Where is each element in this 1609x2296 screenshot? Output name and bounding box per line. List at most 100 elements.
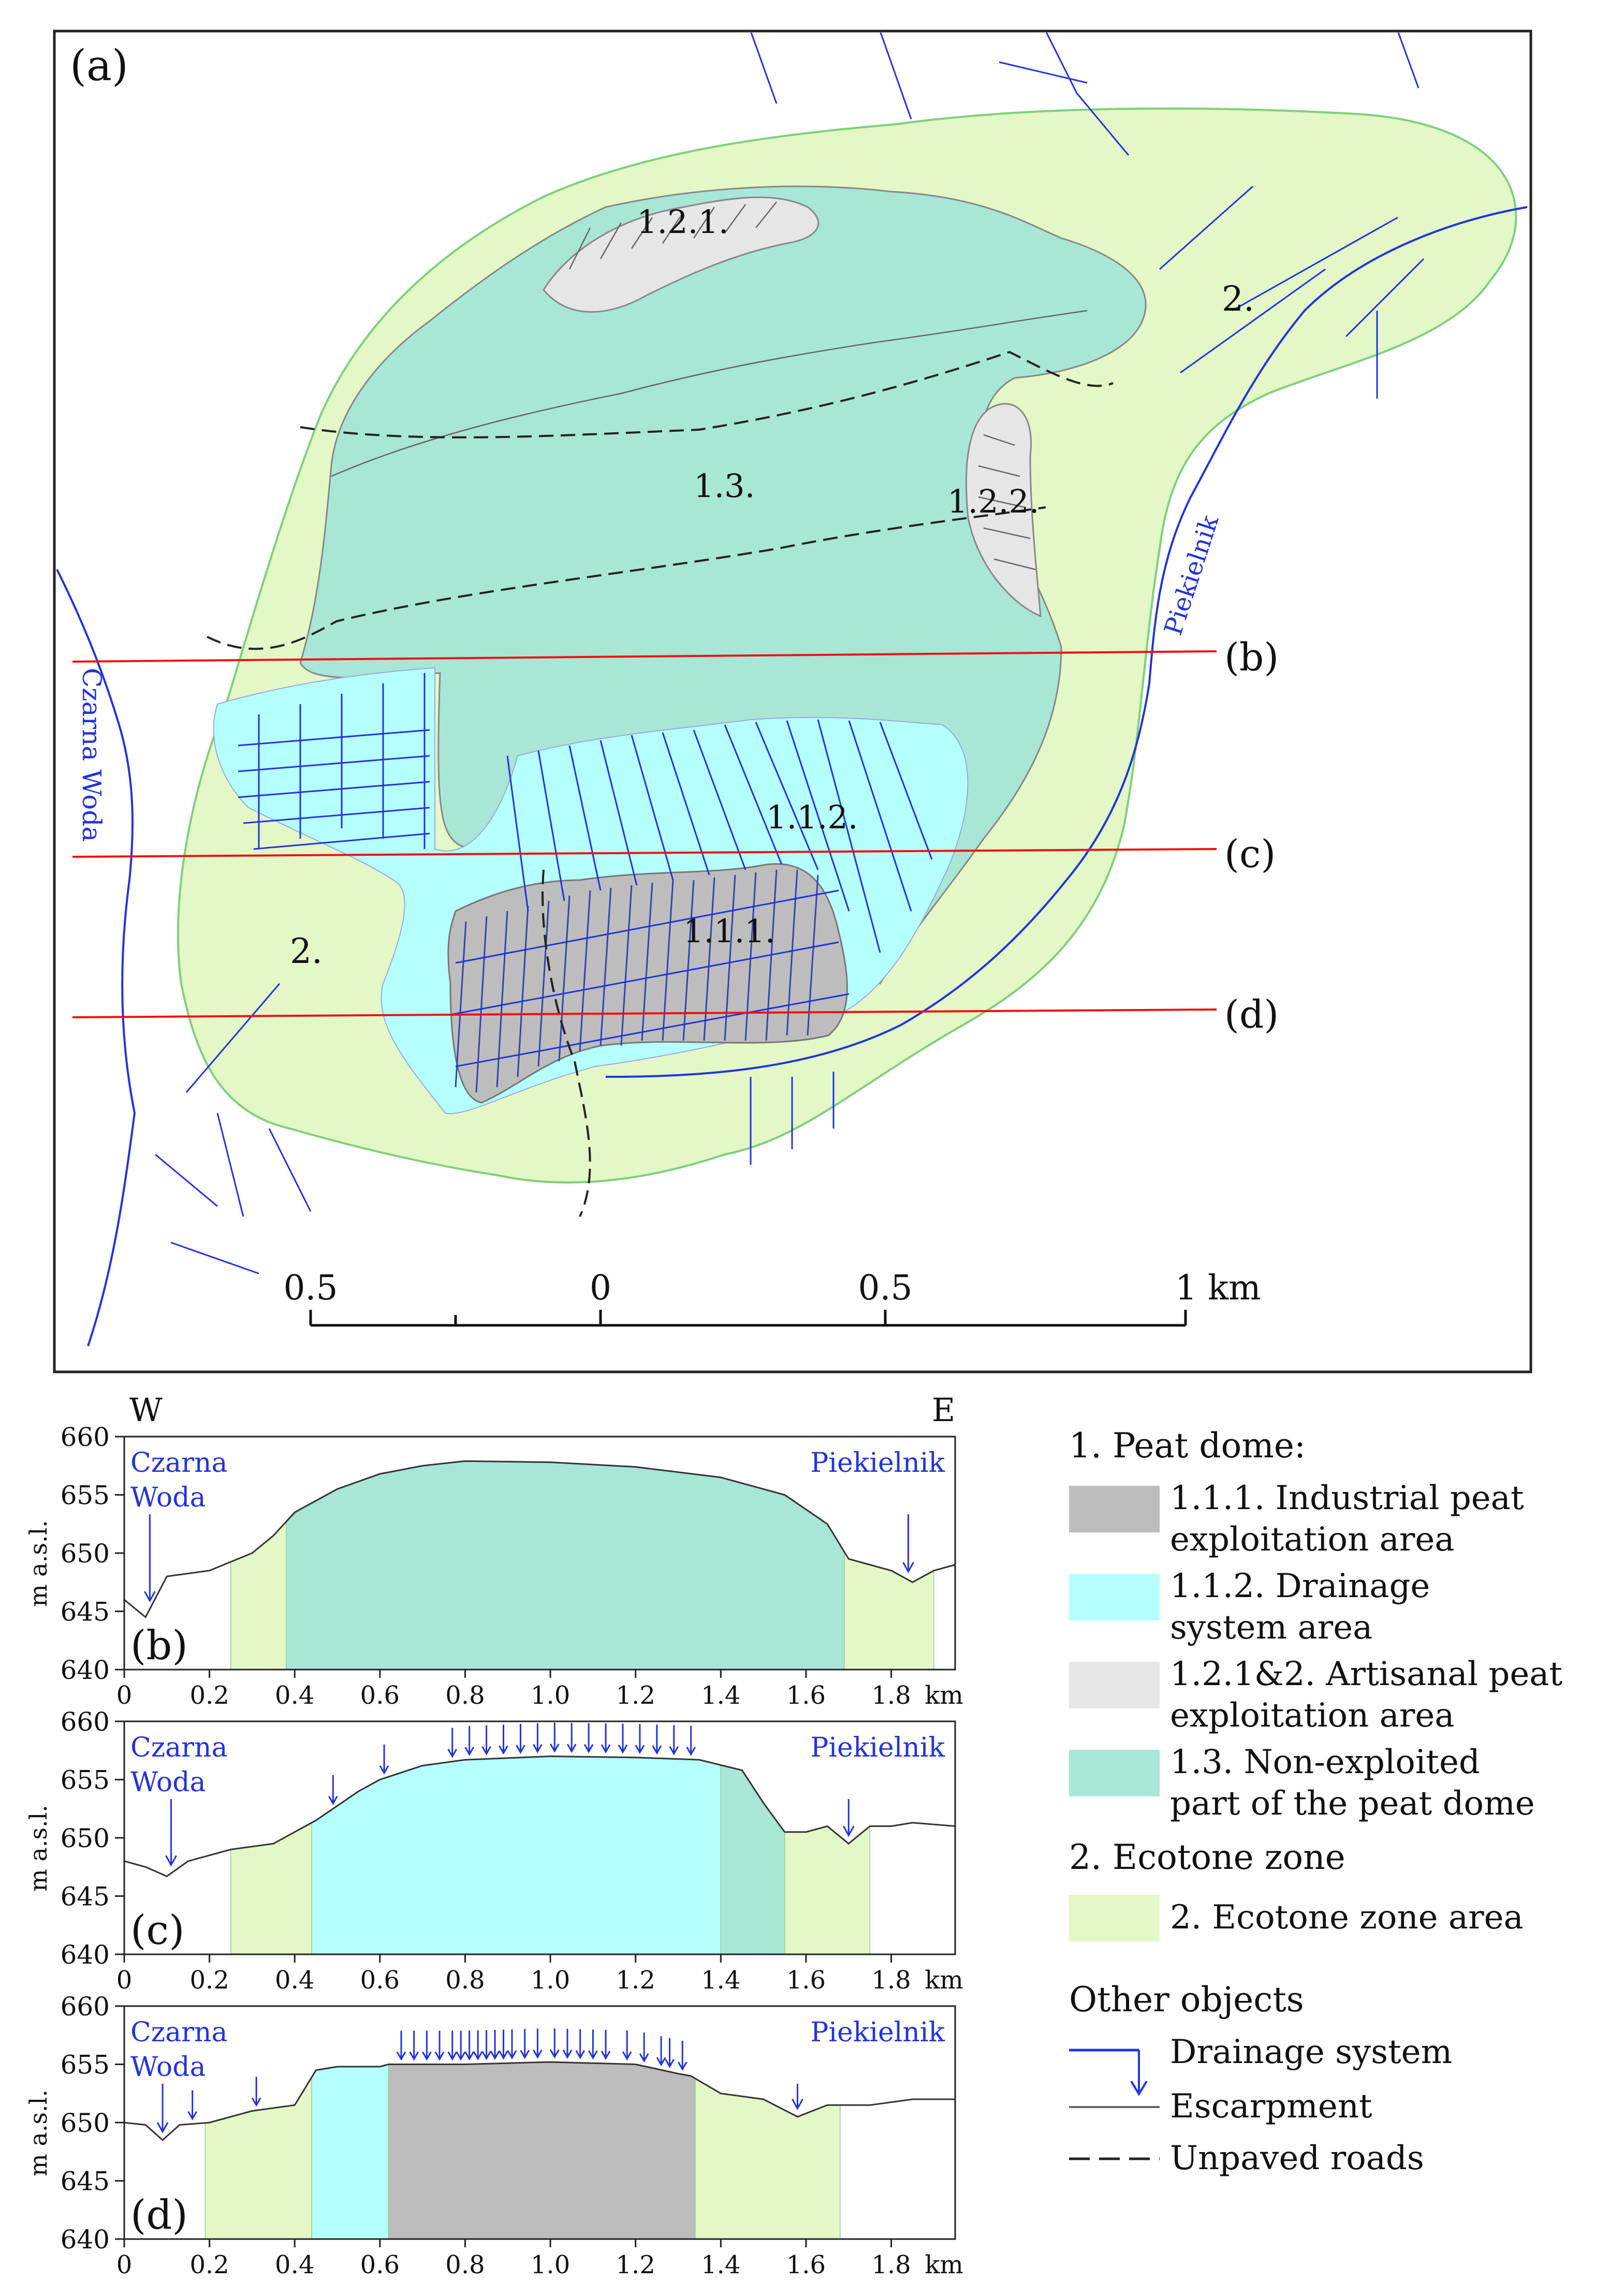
x-tick-label: 1.6 xyxy=(786,2250,826,2279)
legend-drainage-line2: system area xyxy=(1170,1608,1372,1647)
panel-label-a: (a) xyxy=(70,41,128,91)
legend-drainage-symbol xyxy=(1069,2049,1148,2096)
river-arrow-head xyxy=(144,1591,156,1603)
drainage-arrow-head xyxy=(464,1747,474,1756)
direction-east: E xyxy=(932,1391,955,1429)
river-label-west-line2: Woda xyxy=(130,1482,206,1513)
drainage-arrow-head xyxy=(490,2051,500,2060)
x-tick-label: 0.6 xyxy=(360,2250,400,2279)
section-line-d xyxy=(72,1008,1217,1018)
river-label-west-line1: Czarna xyxy=(130,1447,228,1479)
drainage-arrow-head xyxy=(251,2097,261,2107)
x-tick-label: 1.4 xyxy=(701,2250,740,2279)
drainage-arrow-head xyxy=(499,2050,508,2060)
y-tick-label: 640 xyxy=(61,1655,110,1685)
x-tick-label: 0 xyxy=(116,1966,133,1995)
drainage-arrow-head xyxy=(686,1746,696,1756)
river-label-czarna-woda: Czarna Woda xyxy=(77,668,107,842)
river-label-east: Piekielnik xyxy=(810,2017,945,2048)
drainage-arrow-head xyxy=(187,2111,197,2120)
x-tick-label: 1.2 xyxy=(616,1966,655,1995)
drainage-arrow-head xyxy=(639,2053,649,2063)
x-tick-label: 0.4 xyxy=(275,1966,314,1995)
drainage-arrow-head xyxy=(583,1744,594,1753)
profile-zone-1-3 xyxy=(286,1460,845,1670)
y-axis-label: m a.s.l. xyxy=(24,1805,52,1892)
section-label-d: (d) xyxy=(1224,992,1279,1037)
legend-swatch-artisanal xyxy=(1069,1662,1160,1708)
drainage-arrow-head xyxy=(550,2049,560,2059)
drainage-arrow-head xyxy=(328,1796,338,1805)
drainage-arrow-head xyxy=(588,2050,598,2060)
x-tick-label: 1.2 xyxy=(616,1681,655,1710)
legend-non-exploited-line2: part of the peat dome xyxy=(1170,1785,1535,1823)
x-tick-label: 1.0 xyxy=(531,1681,570,1710)
drainage-arrow-head xyxy=(635,1745,645,1754)
x-tick-label: 0.4 xyxy=(275,1681,314,1710)
drainage-arrow-head xyxy=(456,2051,466,2061)
czarna-woda-river xyxy=(56,569,136,1347)
map-panel: (a) 1.2.1. 1.2.2. 1.3. 1.1.2. 1.1.1. 2. … xyxy=(53,30,1532,1373)
artisanal-area-122 xyxy=(965,403,1042,618)
x-tick-label: 1.8 xyxy=(871,2250,911,2279)
x-tick-label: 1.8 xyxy=(871,1966,911,1995)
legend-non-exploited-line1: 1.3. Non-exploited xyxy=(1170,1743,1480,1781)
profile-zone-2 xyxy=(230,1520,287,1670)
y-tick-label: 660 xyxy=(61,1422,110,1452)
zone-label-13: 1.3. xyxy=(694,467,755,505)
section-line-b xyxy=(72,650,1217,663)
legend-swatch-ecotone xyxy=(1069,1895,1160,1941)
profile-zone-1-1-2 xyxy=(311,2064,389,2240)
river-label-east: Piekielnik xyxy=(810,1732,945,1763)
profile-panel-label: (c) xyxy=(130,1907,185,1954)
drainage-arrow-head xyxy=(677,2061,688,2071)
river-arrow-head xyxy=(792,2099,803,2110)
x-tick-label: 1.4 xyxy=(701,1681,740,1710)
profile-zone-2 xyxy=(695,2078,841,2240)
drainage-arrow-head xyxy=(447,2051,458,2061)
profile-line xyxy=(124,2061,955,2141)
zone-label-111: 1.1.1. xyxy=(683,912,775,950)
profile-zone-2 xyxy=(230,1822,312,1955)
escarpments xyxy=(331,201,1088,571)
y-tick-label: 655 xyxy=(61,2050,110,2080)
legend-ecotone-label: 2. Ecotone zone area xyxy=(1170,1898,1524,1937)
y-tick-label: 640 xyxy=(61,1940,110,1970)
y-tick-label: 660 xyxy=(61,1992,110,2022)
zone-label-2-east: 2. xyxy=(1222,279,1254,319)
drainage-arrow-head xyxy=(481,1746,491,1756)
x-tick-label: 0.8 xyxy=(445,1681,485,1710)
unpaved-roads xyxy=(207,350,1114,1217)
section-lines xyxy=(72,650,1217,1018)
drainage-arrow-head xyxy=(566,1744,577,1753)
x-tick-label: 0.2 xyxy=(189,1966,229,1995)
y-tick-label: 660 xyxy=(61,1707,110,1737)
drainage-arrow-head xyxy=(665,2059,675,2068)
drainage-arrow-head xyxy=(533,1744,543,1753)
section-label-c: (c) xyxy=(1224,832,1276,876)
drainage-arrow-head xyxy=(434,2051,445,2061)
drainage-arrow-head xyxy=(507,2050,517,2060)
zone-label-122: 1.2.2. xyxy=(947,482,1039,520)
x-tick-label: 0.2 xyxy=(189,2250,229,2279)
x-tick-label: 1.8 xyxy=(871,1681,911,1710)
legend-road-label: Unpaved roads xyxy=(1170,2139,1424,2177)
scale-tick-0: 0 xyxy=(590,1268,611,1308)
drainage-arrow-head xyxy=(409,2051,419,2061)
profile-zone-1-1-1 xyxy=(388,2061,696,2240)
streams xyxy=(155,33,1425,1275)
x-unit-label: km xyxy=(925,2250,963,2279)
drainage-arrow-head xyxy=(447,1748,458,1758)
piekielnik-river xyxy=(605,206,1528,1078)
profile-zone-2 xyxy=(784,1825,871,1955)
profile-line xyxy=(124,1755,956,1877)
x-tick-label: 0 xyxy=(116,2250,133,2279)
river-label-west-line1: Czarna xyxy=(130,1732,228,1763)
drainage-arrow-head xyxy=(652,1745,662,1755)
river-arrow-head xyxy=(165,1855,177,1867)
drainage-arrow-head xyxy=(622,2051,632,2061)
